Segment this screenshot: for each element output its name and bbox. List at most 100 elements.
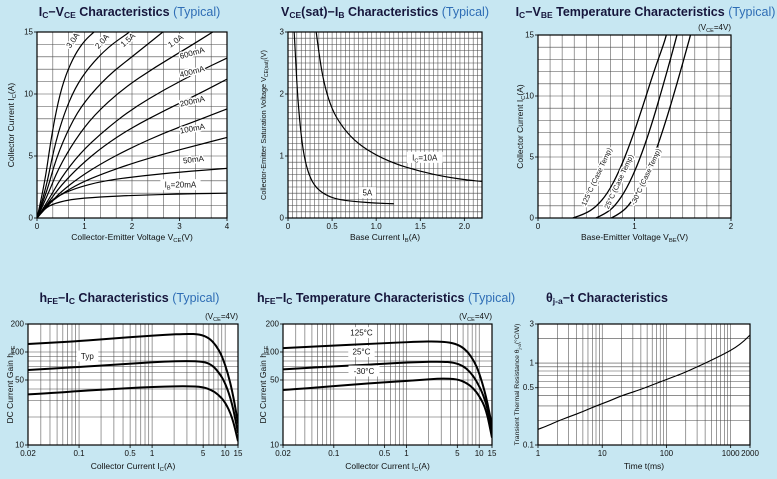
svg-text:10: 10 <box>598 449 607 458</box>
curve-upper <box>27 332 239 424</box>
chart-title: IC−VCE Characteristics (Typical) <box>38 5 221 20</box>
svg-text:5: 5 <box>201 449 206 458</box>
curve-label: -30°C <box>348 365 380 377</box>
plot-border <box>287 31 483 219</box>
svg-text:10: 10 <box>475 449 484 458</box>
curve-label: 25°C <box>348 345 375 357</box>
x-axis-label: Base Current IB(A) <box>350 232 420 244</box>
x-axis-label: Base-Emitter Voltage VBE(V) <box>581 232 688 244</box>
curve-theta-ja <box>537 334 751 430</box>
y-axis-label: DC Current Gain hFE <box>258 345 270 423</box>
curve-IC=10A <box>315 31 483 183</box>
curve-25C-case-temp <box>595 34 678 219</box>
svg-text:-30°C: -30°C <box>354 367 375 376</box>
svg-text:10: 10 <box>24 90 33 99</box>
svg-text:100: 100 <box>11 347 25 356</box>
grid-lines <box>288 32 482 218</box>
curve-label: IB=20mA <box>160 179 201 192</box>
svg-text:5: 5 <box>530 153 535 162</box>
curve-IB=3.0A <box>36 31 95 219</box>
svg-text:1: 1 <box>404 449 409 458</box>
svg-text:1.0: 1.0 <box>371 222 383 231</box>
svg-text:2: 2 <box>280 90 285 99</box>
svg-text:0: 0 <box>530 214 535 223</box>
svg-text:IC=10A: IC=10A <box>412 153 438 164</box>
curve-125C <box>282 340 493 427</box>
svg-text:0: 0 <box>280 214 285 223</box>
y-axis-label: DC Current Gain hFE <box>5 345 17 423</box>
y-axis-label: Collector Current IC(A) <box>6 83 18 168</box>
svg-text:50: 50 <box>15 375 24 384</box>
svg-text:3: 3 <box>530 320 535 329</box>
svg-text:0.02: 0.02 <box>20 449 36 458</box>
y-axis-label: Collector-Emitter Saturation Voltage VCE… <box>259 50 270 200</box>
curve-IB=1.0A <box>36 31 214 219</box>
svg-text:2000: 2000 <box>741 449 759 458</box>
svg-text:3: 3 <box>177 222 182 231</box>
chart-canvas: 1 10 100 1000 2000 0.1 0.5 1 3 Time t(ms) Transien… <box>514 320 760 472</box>
curve-lower <box>27 385 239 442</box>
curves <box>36 31 228 219</box>
curve-IB=200mA <box>36 108 228 219</box>
chart-canvas: 0 1 2 3 4 0 5 10 15 Collector-Emitter Voltage VCE… <box>6 28 230 245</box>
svg-text:15: 15 <box>234 449 243 458</box>
x-axis-label: Time t(ms) <box>624 461 664 471</box>
chart-canvas: 0 1 2 0 5 10 15 Base-Emitter Voltage VBE(V) Coll… <box>515 23 734 244</box>
svg-text:0.1: 0.1 <box>328 449 340 458</box>
curve-label: 5A <box>358 187 376 199</box>
chart-title: hFE−IC Temperature Characteristics (Typi… <box>257 291 516 306</box>
tick-labels: 0 0.5 1.0 1.5 2.0 0 1 2 3 <box>280 28 471 232</box>
svg-text:125°C: 125°C <box>350 329 373 338</box>
chart-title: θj-a−t Characteristics <box>546 291 668 306</box>
plot-border <box>282 323 493 446</box>
chart-ic-vce: IC−VCE Characteristics (Typical) 0 1 2 3 4 0 5… <box>4 2 255 250</box>
curve-125C-case-temp <box>572 34 667 219</box>
svg-text:15: 15 <box>525 31 534 40</box>
curve-label: IC=10A <box>406 151 443 164</box>
svg-text:1: 1 <box>530 359 535 368</box>
svg-text:5: 5 <box>455 449 460 458</box>
svg-text:100: 100 <box>266 347 280 356</box>
svg-text:25°C: 25°C <box>353 347 371 356</box>
svg-text:0.1: 0.1 <box>73 449 85 458</box>
svg-text:0: 0 <box>286 222 291 231</box>
svg-text:50: 50 <box>270 375 279 384</box>
svg-text:0.5: 0.5 <box>523 383 535 392</box>
svg-text:200: 200 <box>266 320 280 329</box>
svg-text:1: 1 <box>632 222 637 231</box>
svg-text:1: 1 <box>536 449 541 458</box>
chart-theta-ja-t: θj-a−t Characteristics 1 10 100 1000 2000 0.1… <box>514 288 777 476</box>
curves <box>537 334 751 430</box>
svg-text:2: 2 <box>729 222 734 231</box>
svg-text:2.0: 2.0 <box>459 222 471 231</box>
tick-labels: 0 1 2 0 5 10 15 <box>525 31 734 232</box>
curves <box>293 31 483 205</box>
svg-text:10: 10 <box>221 449 230 458</box>
curve-IC=5A <box>293 31 394 205</box>
curve-IB=50mA <box>36 167 228 219</box>
svg-text:2: 2 <box>130 222 135 231</box>
curve-label: 50mA <box>181 152 206 167</box>
svg-text:IB=20mA: IB=20mA <box>165 181 197 192</box>
svg-text:3: 3 <box>280 28 285 37</box>
curve--30C <box>282 377 493 438</box>
svg-text:0.5: 0.5 <box>125 449 137 458</box>
curve-IB=400mA <box>36 78 228 219</box>
curve--30C-case-temp <box>611 34 692 219</box>
svg-text:1.5: 1.5 <box>415 222 427 231</box>
chart-title: VCE(sat)−IB Characteristics (Typical) <box>281 5 489 20</box>
chart-canvas: 0 0.5 1.0 1.5 2.0 0 1 2 3 Base Current IB(A) Colle… <box>259 28 483 244</box>
svg-text:0.1: 0.1 <box>523 441 535 450</box>
svg-text:0.02: 0.02 <box>275 449 291 458</box>
svg-text:0: 0 <box>35 222 40 231</box>
curve-IB=1.5A <box>36 31 164 219</box>
chart-hfe-ic-temp: hFE−IC Temperature Characteristics (Typi… <box>257 288 516 476</box>
svg-text:1: 1 <box>150 449 155 458</box>
svg-text:1: 1 <box>82 222 87 231</box>
svg-text:0.5: 0.5 <box>327 222 339 231</box>
tick-labels: 1 10 100 1000 2000 0.1 0.5 1 3 <box>523 320 760 459</box>
